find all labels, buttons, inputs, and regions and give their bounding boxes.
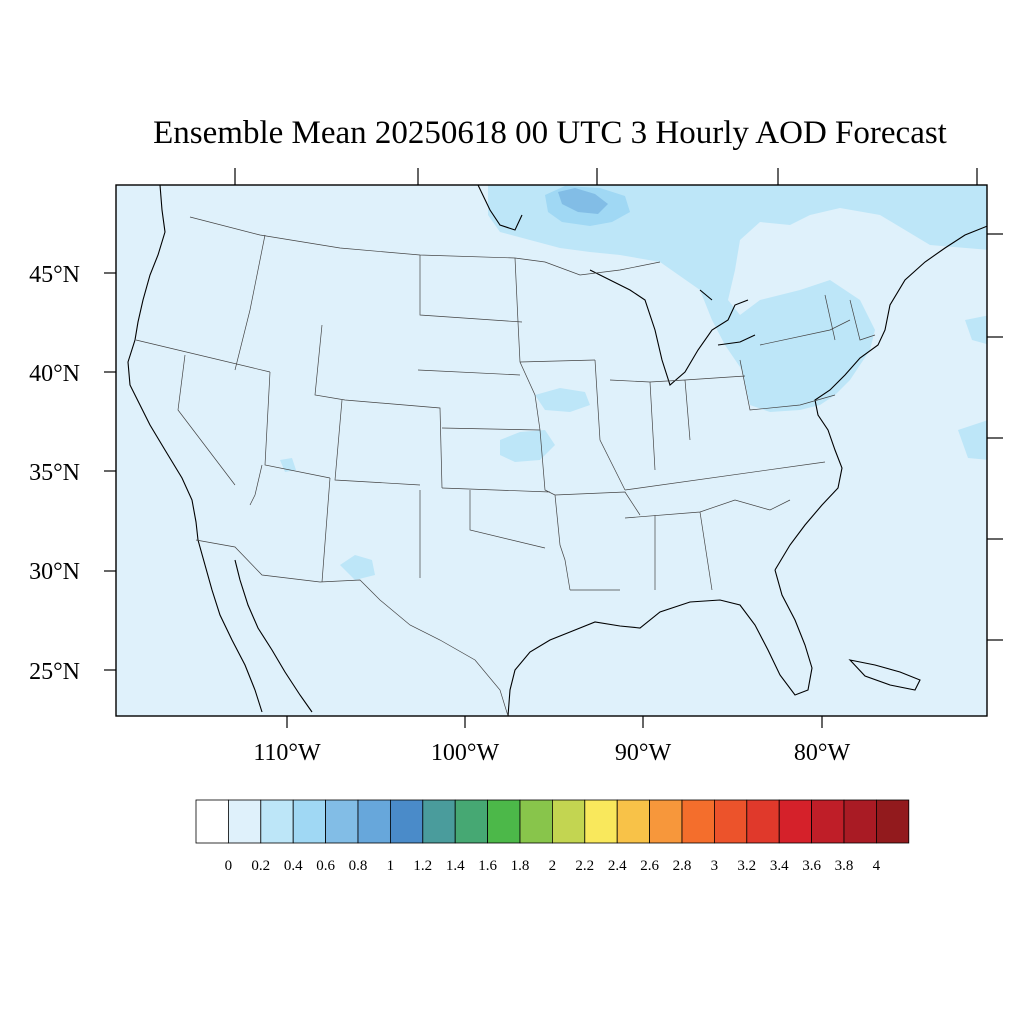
us-mexico-border [195,539,509,716]
map-ticks [104,168,1003,728]
colorbar-box-4 [325,799,359,844]
lat-label-45n: 45°N [29,262,80,288]
colorbar-box-12 [584,799,618,844]
colorbar-box-21 [876,799,910,844]
lat-label-25n: 25°N [29,659,80,685]
colorbar-tick-label-3: 0.6 [316,858,335,874]
gulf-of-california-coast [234,559,313,713]
colorbar-box-19 [811,799,845,844]
colorbar-box-3 [292,799,327,844]
colorbar-box-0 [195,799,229,844]
atlantic-coastline [774,225,987,571]
lat-label-40n: 40°N [29,361,80,387]
lon-label-80w: 80°W [794,740,851,766]
aod-region-canada-north [488,185,987,412]
colorbar-tick-label-15: 3 [711,858,719,874]
colorbar-box-15 [681,799,715,844]
colorbar-tick-label-7: 1.4 [446,858,465,874]
colorbar-box-7 [422,799,456,844]
colorbar-tick-label-10: 2 [549,858,557,874]
cuba-coastline [848,659,921,691]
lon-label-90w: 90°W [615,740,672,766]
aod-region-atlantic-1 [965,315,987,345]
colorbar-tick-label-20: 4 [873,858,881,874]
aod-region-plains [500,430,555,462]
colorbar-tick-label-4: 0.8 [349,858,368,874]
map-panel: 45°N 40°N 35°N 30°N 25°N 110°W 100°W 90°… [29,168,1003,766]
colorbar-tick-label-13: 2.6 [640,858,659,874]
colorbar-tick-label-17: 3.4 [770,858,789,874]
colorbar-box-8 [454,799,489,844]
aod-region-atlantic-2 [958,420,987,460]
colorbar-tick-label-16: 3.2 [737,858,756,874]
colorbar-labels: 0 0.2 0.4 0.6 0.8 1 1.2 1.4 1.6 1.8 2 2.2 2.4 2.6 2.8 3… [225,858,881,874]
colorbar-tick-label-8: 1.6 [478,858,497,874]
gulf-coastline [507,569,813,716]
colorbar-box-20 [843,799,877,844]
colorbar-tick-label-9: 1.8 [511,858,530,874]
colorbar-box-16 [714,799,748,844]
colorbar-tick-label-18: 3.6 [802,858,821,874]
baja-coastline [197,539,263,713]
colorbar-box-9 [487,799,521,844]
political-borders [135,216,876,716]
colorbar-box-10 [519,799,553,844]
colorbar-box-2 [260,799,294,844]
colorbar-tick-label-12: 2.4 [608,858,627,874]
colorbar-box-18 [778,799,813,844]
east-state-borders [594,294,876,591]
colorbar-box-14 [649,799,683,844]
colorbar-box-6 [389,799,424,844]
colorbar: 0 0.2 0.4 0.6 0.8 1 1.2 1.4 1.6 1.8 2 2.2 2.4 2.6 2.8 3… [195,799,910,874]
colorbar-tick-label-6: 1.2 [413,858,432,874]
colorbar-tick-label-0: 0 [225,858,233,874]
colorbar-box-5 [357,799,391,844]
colorbar-tick-label-2: 0.4 [284,858,303,874]
colorbar-box-1 [227,799,262,844]
aod-region-southwest [340,555,375,580]
lon-label-100w: 100°W [431,740,500,766]
colorbar-tick-label-1: 0.2 [251,858,270,874]
colorbar-box-13 [616,799,651,844]
hudson-bay-shoreline [477,185,523,231]
colorbar-box-17 [746,799,780,844]
pacific-coastline [127,185,199,541]
colorbar-tick-label-19: 3.8 [835,858,854,874]
lat-label-30n: 30°N [29,559,80,585]
map-title: Ensemble Mean 20250618 00 UTC 3 Hourly A… [153,115,947,151]
map-frame [115,184,988,717]
colorbar-tick-label-14: 2.8 [673,858,692,874]
central-state-borders [441,257,641,591]
great-lakes-shoreline [589,269,756,386]
lat-label-35n: 35°N [29,460,80,486]
colorbar-box-11 [552,799,586,844]
coastlines [127,185,987,716]
longitude-labels: 110°W 100°W 90°W 80°W [253,740,850,766]
colorbar-tick-label-5: 1 [387,858,395,874]
colorbar-boxes [195,799,910,844]
lon-label-110w: 110°W [253,740,321,766]
map-background [116,185,987,716]
aod-region-ontario-core [558,188,608,214]
latitude-labels: 45°N 40°N 35°N 30°N 25°N [29,262,80,685]
colorbar-tick-label-11: 2.2 [575,858,594,874]
aod-region-midwest [535,388,590,412]
west-state-borders [135,234,523,583]
aod-field [280,185,987,580]
